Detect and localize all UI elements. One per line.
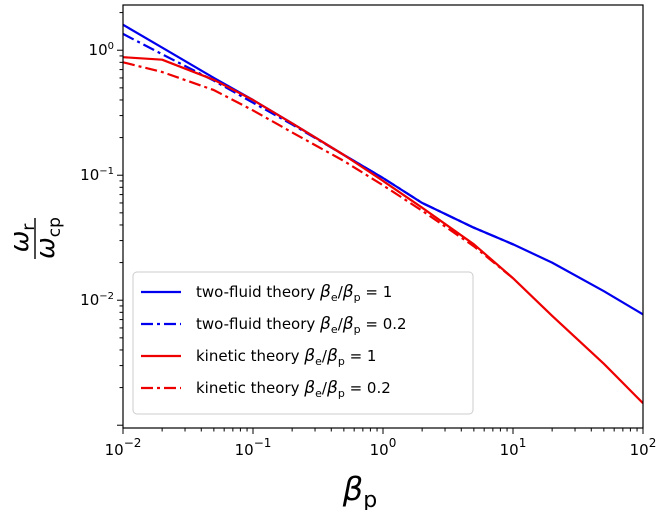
y-tick-label-exponent: −2 bbox=[99, 291, 114, 302]
y-tick-label-base: 10 bbox=[80, 166, 99, 184]
x-tick-label-base: 10 bbox=[105, 441, 124, 459]
x-tick-label-exponent: −2 bbox=[124, 436, 142, 450]
x-tick-label: 10−2 bbox=[105, 436, 142, 459]
legend-box bbox=[132, 271, 474, 415]
legend-label-1: two-fluid theory βe/βp = 1 bbox=[196, 282, 392, 304]
legend-label-3: kinetic theory βe/βp = 1 bbox=[196, 346, 376, 368]
x-tick-label-base: 10 bbox=[630, 441, 649, 459]
x-tick-label-base: 10 bbox=[370, 441, 389, 459]
svg-text:ωcp: ωcp bbox=[31, 217, 65, 259]
x-tick-label-base: 10 bbox=[500, 441, 519, 459]
y-tick-label: 100 bbox=[89, 41, 114, 59]
x-tick-label-exponent: −1 bbox=[254, 436, 272, 450]
y-tick-label-base: 10 bbox=[80, 291, 99, 309]
y-tick-label-base: 10 bbox=[89, 41, 108, 59]
legend-label-2: two-fluid theory βe/βp = 0.2 bbox=[196, 314, 407, 336]
x-axis-label-subscript: p bbox=[363, 488, 377, 510]
y-axis-label-numerator-subscript: r bbox=[19, 224, 39, 231]
series-line-3 bbox=[123, 56, 643, 404]
axis-ticks bbox=[117, 12, 644, 434]
x-tick-label: 102 bbox=[630, 436, 657, 459]
plot-lines bbox=[123, 23, 643, 404]
y-tick-label: 10−2 bbox=[80, 291, 114, 309]
x-axis-label-symbol: β bbox=[342, 470, 363, 508]
y-axis-label-denominator: ω bbox=[31, 237, 61, 259]
y-tick-label: 10−1 bbox=[80, 166, 114, 184]
x-tick-label-exponent: 2 bbox=[649, 436, 657, 450]
legend-label-4: kinetic theory βe/βp = 0.2 bbox=[196, 378, 391, 400]
y-axis-label-numerator: ω bbox=[5, 231, 35, 253]
x-tick-label-exponent: 1 bbox=[519, 436, 527, 450]
x-tick-label: 100 bbox=[370, 436, 397, 459]
series-line-4 bbox=[123, 61, 514, 280]
series-line-2 bbox=[123, 32, 514, 246]
x-tick-label-base: 10 bbox=[235, 441, 254, 459]
y-axis-label: ωr ωcp bbox=[5, 217, 65, 259]
x-tick-label: 101 bbox=[500, 436, 527, 459]
series-line-1 bbox=[123, 23, 643, 316]
x-tick-label-exponent: 0 bbox=[389, 436, 397, 450]
svg-text:ωr: ωr bbox=[5, 224, 39, 253]
y-tick-label-exponent: −1 bbox=[99, 166, 114, 177]
y-axis-label-denominator-subscript: cp bbox=[45, 217, 65, 237]
y-tick-label-exponent: 0 bbox=[108, 41, 114, 52]
x-tick-label: 10−1 bbox=[235, 436, 272, 459]
x-axis-label: βp bbox=[342, 470, 377, 510]
legend: two-fluid theory βe/βp = 1 two-fluid theo… bbox=[132, 271, 474, 415]
